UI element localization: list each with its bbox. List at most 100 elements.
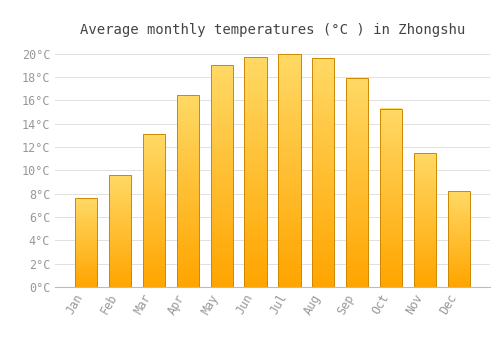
Bar [244,154,266,158]
Bar [448,206,470,209]
Bar [448,264,470,266]
Bar [414,260,436,263]
Bar [244,195,266,199]
Bar [312,250,334,255]
Bar [244,149,266,154]
Bar [142,275,165,278]
Bar [142,174,165,177]
Bar [108,240,131,242]
Bar [75,229,97,230]
Bar [75,205,97,207]
Bar [210,114,233,119]
Bar [312,214,334,218]
Bar [448,285,470,287]
Bar [244,76,266,80]
Bar [75,243,97,244]
Bar [142,186,165,189]
Bar [380,123,402,126]
Bar [448,195,470,197]
Bar [448,257,470,258]
Bar [278,259,300,264]
Bar [414,177,436,180]
Bar [142,198,165,201]
Bar [108,197,131,199]
Bar [244,264,266,268]
Bar [448,220,470,222]
Bar [176,156,199,160]
Bar [176,172,199,175]
Bar [414,215,436,217]
Bar [380,284,402,287]
Bar [278,208,300,212]
Bar [176,264,199,268]
Bar [278,231,300,236]
Bar [244,186,266,190]
Bar [108,188,131,191]
Bar [312,154,334,159]
Bar [142,165,165,168]
Bar [176,133,199,137]
Bar [176,256,199,260]
Bar [142,201,165,204]
Bar [142,208,165,211]
Bar [142,159,165,162]
Bar [176,110,199,114]
Bar [414,209,436,212]
Bar [75,200,97,202]
Bar [176,237,199,241]
Bar [278,82,300,86]
Bar [448,214,470,216]
Bar [75,237,97,239]
Bar [278,147,300,152]
Bar [414,244,436,247]
Bar [176,179,199,183]
Bar [414,220,436,223]
Bar [108,269,131,271]
Bar [448,222,470,224]
Bar [108,220,131,222]
Bar [346,187,368,191]
Bar [312,260,334,264]
Bar [346,124,368,128]
Bar [414,236,436,239]
Bar [380,209,402,212]
Bar [75,262,97,264]
Bar [75,212,97,214]
Bar [312,182,334,187]
Bar [448,226,470,228]
Bar [75,198,97,287]
Bar [176,160,199,164]
Bar [108,274,131,276]
Bar [312,72,334,77]
Bar [142,144,165,146]
Bar [108,186,131,188]
Bar [448,258,470,260]
Bar [346,78,368,82]
Bar [75,252,97,253]
Bar [414,225,436,228]
Bar [448,216,470,218]
Bar [244,71,266,76]
Bar [75,223,97,225]
Bar [414,239,436,241]
Bar [448,253,470,254]
Bar [312,255,334,260]
Bar [244,112,266,117]
Bar [380,276,402,280]
Bar [108,191,131,193]
Bar [448,245,470,247]
Bar [75,230,97,232]
Bar [448,274,470,275]
Bar [346,203,368,208]
Bar [244,57,266,287]
Bar [75,250,97,252]
Bar [142,140,165,143]
Bar [380,169,402,173]
Bar [210,225,233,229]
Bar [75,214,97,216]
Bar [278,124,300,128]
Bar [278,180,300,184]
Bar [278,217,300,222]
Bar [244,121,266,126]
Bar [75,202,97,204]
